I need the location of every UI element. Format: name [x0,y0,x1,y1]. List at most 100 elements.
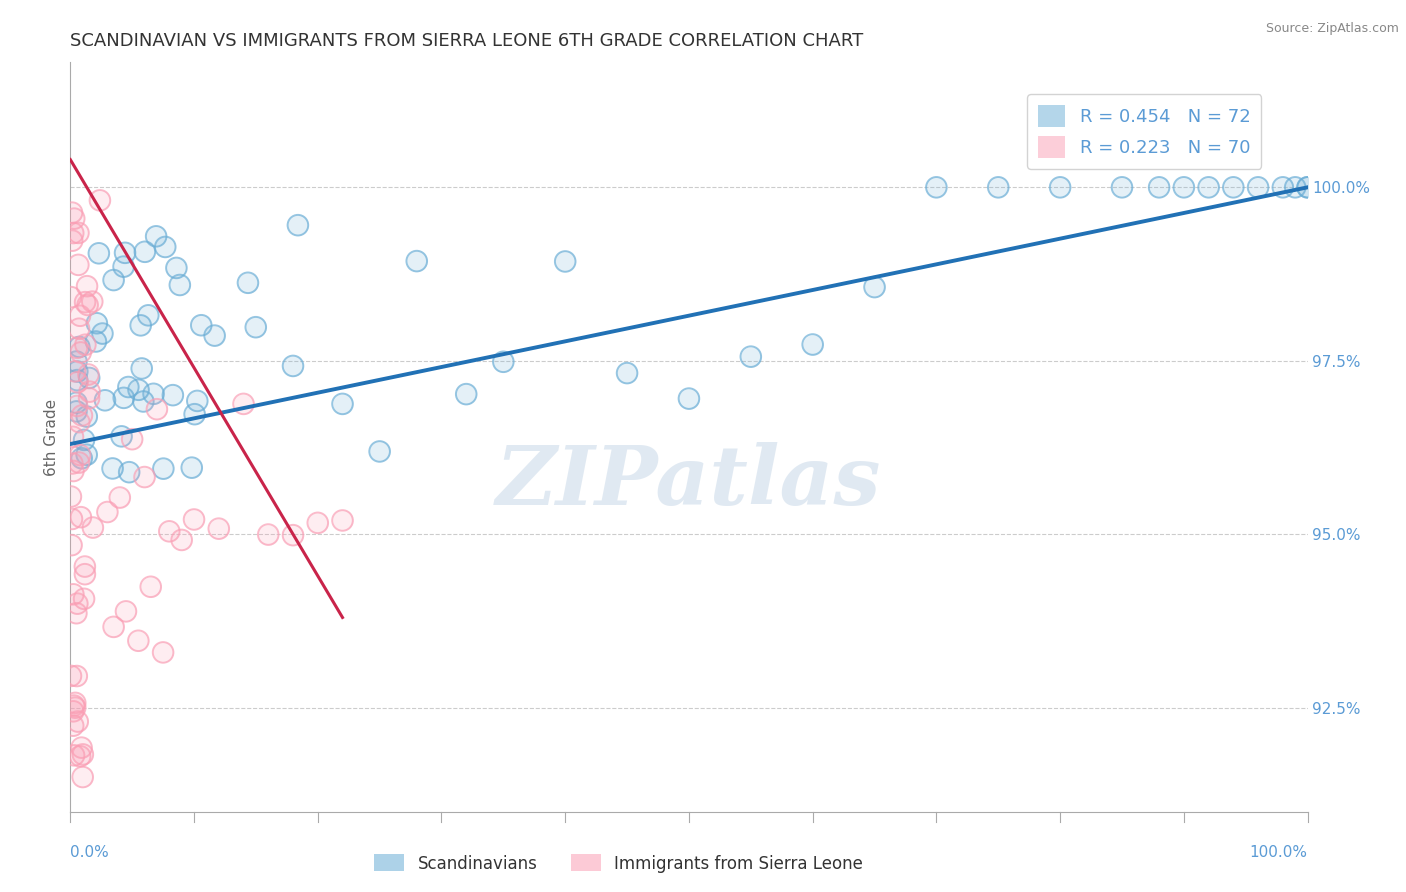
Point [75,295,97,310]
Point [112,260,135,274]
Point [281,528,304,542]
Point [65,700,87,714]
Point [65,354,87,368]
Point [91,326,114,341]
Point [801,337,824,351]
Point [332,513,354,527]
Point [132,394,155,409]
Point [66,341,89,355]
Point [86,316,108,330]
Point [73,567,96,582]
Point [162,388,184,402]
Point [77,391,100,405]
Point [60,205,83,219]
Point [60,234,83,248]
Point [1284,180,1306,194]
Point [157,524,180,539]
Point [63,698,86,713]
Point [62,226,84,240]
Point [63,364,86,378]
Point [492,355,515,369]
Point [67,456,90,470]
Point [66,714,89,729]
Point [59,490,82,504]
Point [66,399,89,413]
Point [62,430,84,444]
Point [1222,180,1244,194]
Point [801,337,824,351]
Point [281,359,304,373]
Point [186,393,208,408]
Point [332,397,354,411]
Y-axis label: 6th Grade: 6th Grade [44,399,59,475]
Point [63,364,86,378]
Point [66,669,89,683]
Point [101,461,124,475]
Point [136,308,159,322]
Point [91,326,114,341]
Point [142,386,165,401]
Point [129,318,152,333]
Point [65,395,87,409]
Text: SCANDINAVIAN VS IMMIGRANTS FROM SIERRA LEONE 6TH GRADE CORRELATION CHART: SCANDINAVIAN VS IMMIGRANTS FROM SIERRA L… [70,32,863,50]
Point [87,246,110,260]
Point [169,277,191,292]
Point [77,368,100,382]
Point [257,527,280,541]
Point [65,700,87,714]
Point [169,277,191,292]
Point [65,696,87,710]
Point [63,211,86,226]
Point [62,457,84,471]
Point [69,448,91,462]
Point [62,226,84,240]
Point [89,194,111,208]
Point [183,512,205,526]
Point [73,559,96,574]
Point [456,387,478,401]
Point [73,559,96,574]
Point [1173,180,1195,194]
Point [245,320,267,334]
Point [76,409,98,424]
Point [76,448,98,462]
Point [69,749,91,764]
Point [1284,180,1306,194]
Point [66,376,89,390]
Point [678,392,700,406]
Point [127,633,149,648]
Point [165,260,187,275]
Point [1111,180,1133,194]
Point [66,341,89,355]
Point [1271,180,1294,194]
Point [62,719,84,733]
Point [139,580,162,594]
Point [66,399,89,413]
Text: ZIPatlas: ZIPatlas [496,442,882,522]
Point [77,368,100,382]
Point [155,240,177,254]
Point [863,280,886,294]
Point [190,318,212,333]
Point [1296,180,1319,194]
Point [307,516,329,530]
Point [183,407,205,421]
Point [257,527,280,541]
Point [110,429,132,443]
Point [62,587,84,601]
Point [76,279,98,293]
Point [190,318,212,333]
Point [1173,180,1195,194]
Point [132,394,155,409]
Point [863,280,886,294]
Point [67,456,90,470]
Point [128,383,150,397]
Point [1049,180,1071,194]
Point [236,276,259,290]
Point [63,211,86,226]
Point [155,240,177,254]
Point [152,461,174,475]
Point [236,276,259,290]
Point [204,328,226,343]
Point [59,290,82,304]
